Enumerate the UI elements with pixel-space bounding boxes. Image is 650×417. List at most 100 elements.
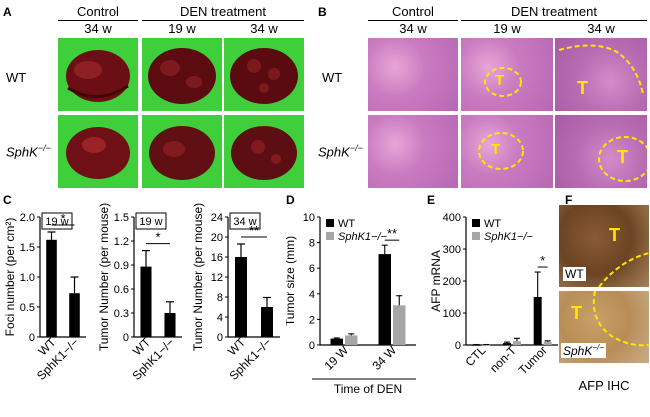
- he-section-wt-den-19w: T: [461, 38, 553, 111]
- bar: [261, 307, 273, 337]
- y-tick-label: 0.9: [114, 260, 129, 272]
- bar: [393, 305, 406, 345]
- y-tick-label: 0.5: [20, 302, 35, 314]
- panel-label-f: F: [565, 193, 573, 207]
- he-section-sphk-control: [368, 115, 458, 188]
- y-tick-label: 16: [211, 252, 223, 264]
- x-tick-label: 34 W: [369, 343, 399, 373]
- panel-b-header-control: Control: [392, 4, 434, 19]
- legend-label: WT: [338, 218, 355, 230]
- bar: [543, 341, 552, 345]
- y-tick-label: 1.5: [114, 212, 129, 224]
- bar: [482, 344, 491, 346]
- tumor-marker: T: [617, 147, 628, 167]
- bar: [472, 344, 481, 346]
- y-tick-label: 400: [443, 212, 461, 224]
- panel-a-row-sphk: SphK−/−: [6, 143, 51, 160]
- panel-label-d: D: [286, 193, 295, 207]
- panel-b-header-control-line: [368, 20, 458, 21]
- liver-photo-sphk-control: [58, 115, 138, 188]
- legend-label: WT: [484, 218, 501, 230]
- liver-photo-wt-den-34w: [224, 38, 304, 111]
- legend-label: SphK1−/−: [338, 231, 388, 243]
- y-tick-label: 2: [309, 314, 315, 326]
- panel-a-header-den-line: [142, 20, 304, 21]
- x-axis-label: Time of DEN: [334, 382, 402, 396]
- y-tick-label: 0: [217, 332, 223, 344]
- chart-d-tumor-size: 0 2 4 6 8 10 Tumor size (mm) 19 W 34 W ** WTSphK1−…: [286, 212, 416, 396]
- he-section-wt-control: [368, 38, 458, 111]
- y-tick-label: 10: [303, 212, 315, 224]
- ihc-image-sphk: T SphK−/−: [559, 291, 649, 363]
- y-tick-label: 0: [29, 332, 35, 344]
- inset-box: [135, 212, 167, 230]
- y-axis-label: Foci number (per cm²): [3, 218, 17, 337]
- panel-b-row-sphk: SphK−/−: [318, 143, 363, 160]
- liver-photo-sphk-den-34w: [224, 115, 304, 188]
- y-tick-label: 12: [211, 272, 223, 284]
- y-tick-label: 300: [443, 244, 461, 256]
- significance-marker: *: [60, 211, 65, 226]
- x-tick-label: CTL: [463, 343, 489, 369]
- y-tick-label: 24: [211, 212, 223, 224]
- bar: [533, 297, 542, 345]
- bar: [140, 266, 152, 337]
- bar: [69, 293, 80, 337]
- significance-marker: *: [155, 230, 160, 245]
- panel-b-time-den-34w: 34 w: [587, 21, 615, 36]
- panel-b-header-den-line: [461, 20, 647, 21]
- liver-photo-wt-control: [58, 38, 138, 111]
- y-axis-label: AFP mRNA: [429, 250, 443, 312]
- tumor-marker: T: [491, 141, 501, 158]
- panel-a-time-den-19w: 19 w: [168, 21, 196, 36]
- bar: [330, 338, 343, 345]
- significance-marker: **: [249, 223, 259, 238]
- panel-a-time-den-34w: 34 w: [250, 21, 278, 36]
- y-tick-label: 1.2: [114, 236, 129, 248]
- y-axis-label: Tumor Number (per mouse): [191, 203, 205, 351]
- bar: [164, 313, 176, 337]
- legend-swatch: [326, 232, 334, 240]
- y-tick-label: 1.5: [20, 242, 35, 254]
- ihc-caption: AFP IHC: [578, 378, 630, 393]
- bar: [503, 343, 511, 345]
- panel-label-e: E: [427, 193, 436, 207]
- bar: [513, 341, 521, 345]
- bar: [235, 257, 247, 337]
- legend-swatch: [472, 219, 480, 227]
- bar: [46, 239, 57, 337]
- panel-a-time-control: 34 w: [84, 21, 112, 36]
- panel-a-header-control-line: [58, 20, 138, 21]
- y-tick-label: 0: [309, 340, 315, 352]
- y-tick-label: 8: [309, 238, 315, 250]
- panel-label-c: C: [3, 193, 12, 207]
- he-section-sphk-den-34w: T: [555, 115, 647, 188]
- x-tick-label: Tumor: [516, 343, 550, 377]
- tumor-marker: T: [577, 78, 588, 98]
- panel-a-header-den: DEN treatment: [180, 4, 266, 19]
- panel-a-row-wt: WT: [6, 70, 27, 85]
- y-tick-label: 4: [309, 289, 315, 301]
- ihc-image-wt: T WT: [559, 205, 649, 287]
- he-section-wt-den-34w: T: [555, 38, 647, 111]
- inset-box: [229, 212, 261, 230]
- panel-a-header-control: Control: [77, 4, 119, 19]
- liver-photo-sphk-den-19w: [142, 115, 222, 188]
- panel-label-a: A: [3, 5, 12, 19]
- inset-label: 34 w: [233, 216, 256, 228]
- bar: [345, 335, 358, 345]
- y-axis-label: Tumor size (mm): [286, 236, 297, 326]
- panel-b-row-wt: WT: [322, 70, 343, 85]
- legend-swatch: [326, 219, 334, 227]
- y-tick-label: 0: [123, 332, 129, 344]
- panel-b-time-den-19w: 19 w: [493, 21, 521, 36]
- y-axis-label: Tumor Number (per mouse): [97, 203, 111, 351]
- bar: [378, 254, 391, 345]
- legend-label: SphK1−/−: [484, 231, 534, 243]
- y-tick-label: 0.6: [114, 284, 129, 296]
- y-tick-label: 4: [217, 312, 223, 324]
- ihc-genotype-wt: WT: [563, 267, 586, 281]
